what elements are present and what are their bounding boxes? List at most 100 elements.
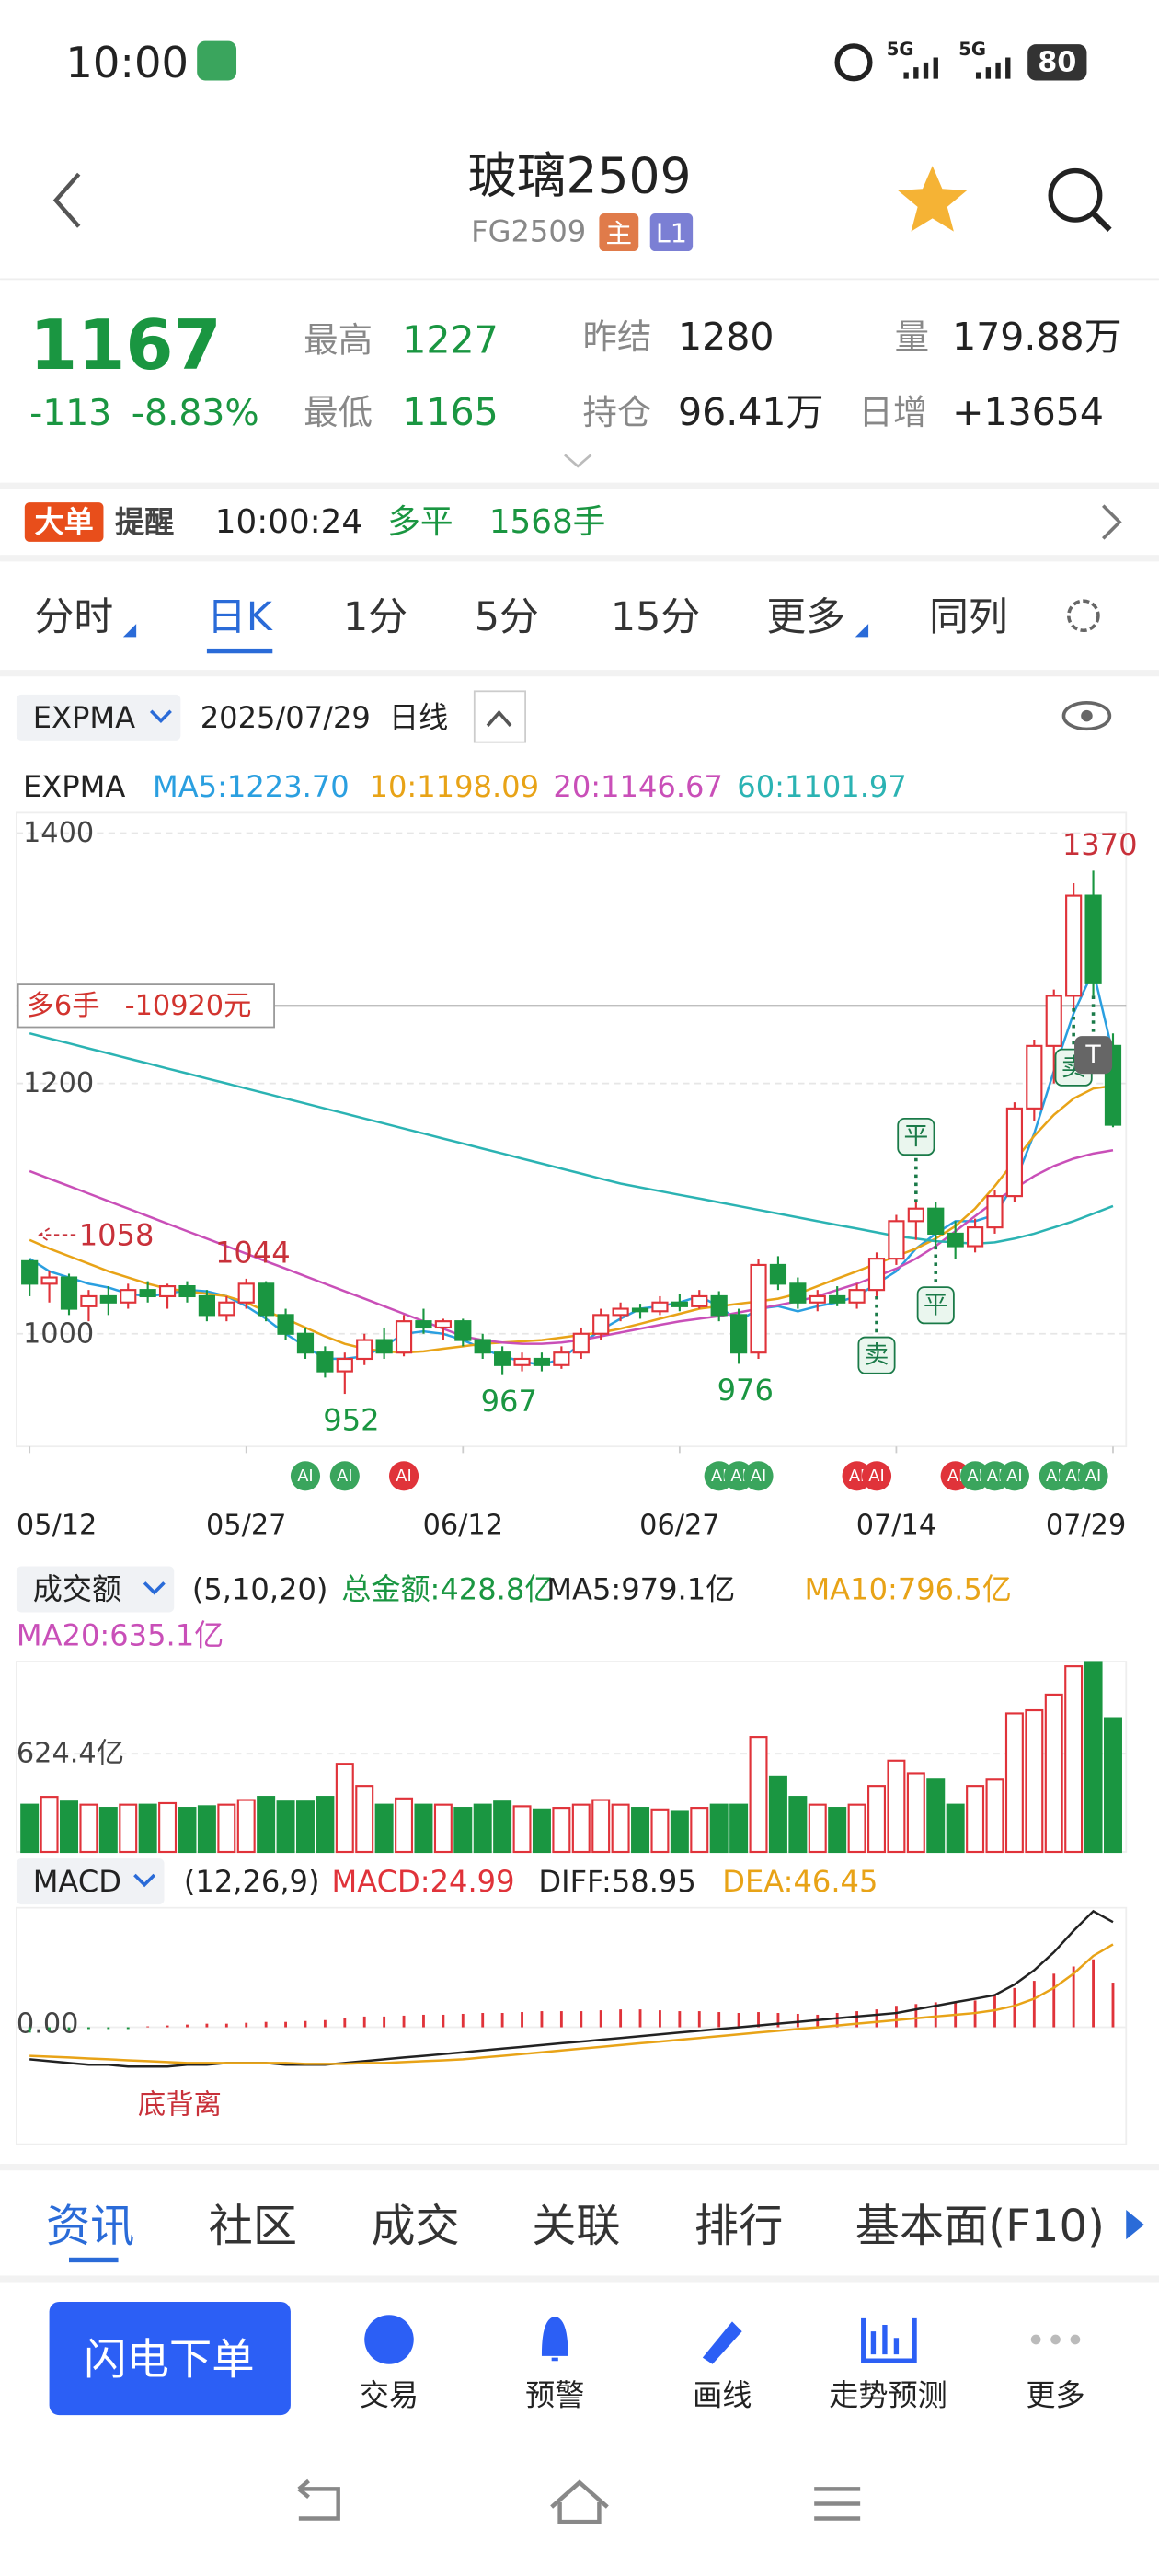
period-tab[interactable]: 5分 xyxy=(475,594,539,640)
candle-body xyxy=(395,1320,413,1354)
quote-value: +13654 xyxy=(952,390,1104,434)
nav-back[interactable] xyxy=(297,2478,340,2521)
ai-badge-text[interactable]: AI xyxy=(849,1466,865,1486)
title: 玻璃2509 xyxy=(467,146,691,204)
nav-home[interactable] xyxy=(550,2479,609,2524)
period-tab[interactable]: 日K xyxy=(207,594,273,640)
bottom-tab[interactable]: 排行 xyxy=(694,2201,783,2252)
status-time: 10:00 xyxy=(65,38,189,87)
nav-menu[interactable] xyxy=(814,2487,861,2521)
ai-badge-text[interactable]: AI xyxy=(947,1466,963,1486)
action-label[interactable]: 预警 xyxy=(525,2378,584,2413)
trade-icon xyxy=(364,2315,414,2364)
period-tab[interactable]: 更多 xyxy=(766,594,845,640)
quote-value: 1227 xyxy=(402,317,498,362)
volume-bar xyxy=(276,1800,295,1854)
indicator-select[interactable] xyxy=(16,694,181,741)
volume-bar xyxy=(355,1785,374,1854)
volume-bar xyxy=(493,1800,512,1854)
action-label[interactable]: 画线 xyxy=(693,2378,752,2413)
volume-bar xyxy=(40,1796,59,1854)
bottom-tab[interactable]: 关联 xyxy=(532,2201,620,2252)
ai-badge-text[interactable]: AI xyxy=(730,1466,746,1486)
volume-bar xyxy=(768,1775,787,1854)
candle-body xyxy=(533,1357,551,1366)
macd-line xyxy=(29,1943,1114,2065)
action-label[interactable]: 交易 xyxy=(360,2378,419,2413)
quote-label: 量 xyxy=(895,316,929,357)
battery-level: 80 xyxy=(1038,46,1076,78)
contract-code: FG2509 xyxy=(471,214,586,249)
collapse-button[interactable] xyxy=(473,690,527,743)
candle-body xyxy=(60,1276,78,1310)
quote-label: 昨结 xyxy=(583,316,652,357)
bottom-tab[interactable]: 社区 xyxy=(209,2201,297,2252)
indicator-select[interactable] xyxy=(16,1858,165,1905)
favorite-star[interactable] xyxy=(898,166,968,232)
candle-body xyxy=(789,1282,807,1304)
candle-body xyxy=(671,1301,688,1307)
ai-badge-text[interactable]: AI xyxy=(987,1466,1003,1486)
ai-badge-text[interactable]: AI xyxy=(337,1466,352,1486)
indicator-select[interactable] xyxy=(16,1566,175,1613)
ai-badge-text[interactable]: AI xyxy=(868,1466,884,1486)
alert-more[interactable] xyxy=(1102,504,1122,540)
volume-bar xyxy=(1084,1661,1103,1854)
price-panel xyxy=(15,811,1128,1448)
ai-badge-text[interactable]: AI xyxy=(1046,1466,1061,1486)
volume-bar xyxy=(295,1800,315,1854)
quick-order-button[interactable] xyxy=(49,2301,291,2416)
network-label: 5G xyxy=(958,39,986,60)
badge-text: L1 xyxy=(656,217,687,248)
period-tab[interactable]: 分时 xyxy=(35,594,114,640)
ai-badge-text[interactable]: AI xyxy=(967,1466,982,1486)
bottom-tab[interactable]: 成交 xyxy=(371,2201,459,2252)
volume-bar xyxy=(729,1803,749,1854)
bottom-tab[interactable]: 基本面(F10) xyxy=(855,2201,1105,2252)
ai-badge-text[interactable]: AI xyxy=(1085,1466,1101,1486)
volume-bar xyxy=(690,1807,709,1854)
back-button[interactable] xyxy=(52,172,81,228)
candle-body xyxy=(1065,894,1083,997)
ai-badge-text[interactable]: AI xyxy=(1065,1466,1081,1486)
volume-bar xyxy=(985,1778,1004,1854)
volume-bar xyxy=(178,1807,197,1854)
position-box xyxy=(17,983,275,1029)
period-tab[interactable]: 15分 xyxy=(611,594,700,640)
tabs-scroll[interactable] xyxy=(1126,2210,1144,2240)
quote-value: 96.41万 xyxy=(678,390,824,434)
settings-button[interactable] xyxy=(1067,599,1100,633)
eye-button[interactable] xyxy=(1061,701,1112,731)
volume-bar xyxy=(257,1796,276,1854)
x-tick-label: 05/12 xyxy=(17,1509,97,1541)
network-label: 5G xyxy=(887,39,914,60)
price-annotation: 1044 xyxy=(215,1235,291,1270)
period-tab[interactable]: 1分 xyxy=(343,594,407,640)
volume-bar xyxy=(749,1736,768,1854)
action-label[interactable]: 更多 xyxy=(1026,2378,1084,2413)
expand-icon[interactable] xyxy=(564,454,592,468)
ai-badge-text[interactable]: AI xyxy=(396,1466,411,1486)
volume-bar xyxy=(946,1803,965,1854)
period-tab[interactable]: 同列 xyxy=(929,594,1008,640)
candle-body xyxy=(1045,995,1062,1047)
y-tick-label: 1200 xyxy=(23,1067,94,1099)
battery xyxy=(1027,44,1087,81)
candle-body xyxy=(848,1289,866,1304)
divider xyxy=(0,482,1159,489)
ai-badge-text[interactable]: AI xyxy=(751,1466,766,1486)
ai-badge-text[interactable]: AI xyxy=(711,1466,727,1486)
volume-bar xyxy=(788,1796,808,1854)
y-tick-label: 1000 xyxy=(23,1317,94,1350)
volume-bar xyxy=(887,1759,906,1854)
quick-order-label: 闪电下单 xyxy=(84,2334,255,2384)
volume-bar xyxy=(650,1808,670,1854)
action-label[interactable]: 走势预测 xyxy=(829,2378,947,2413)
ai-badge-text[interactable]: AI xyxy=(297,1466,313,1486)
search-button[interactable] xyxy=(1048,167,1103,223)
ai-badge-text[interactable]: AI xyxy=(1006,1466,1022,1486)
signal-text: T xyxy=(1084,1041,1101,1069)
volume-bar xyxy=(20,1803,40,1854)
bottom-tab[interactable]: 资讯 xyxy=(46,2201,134,2252)
